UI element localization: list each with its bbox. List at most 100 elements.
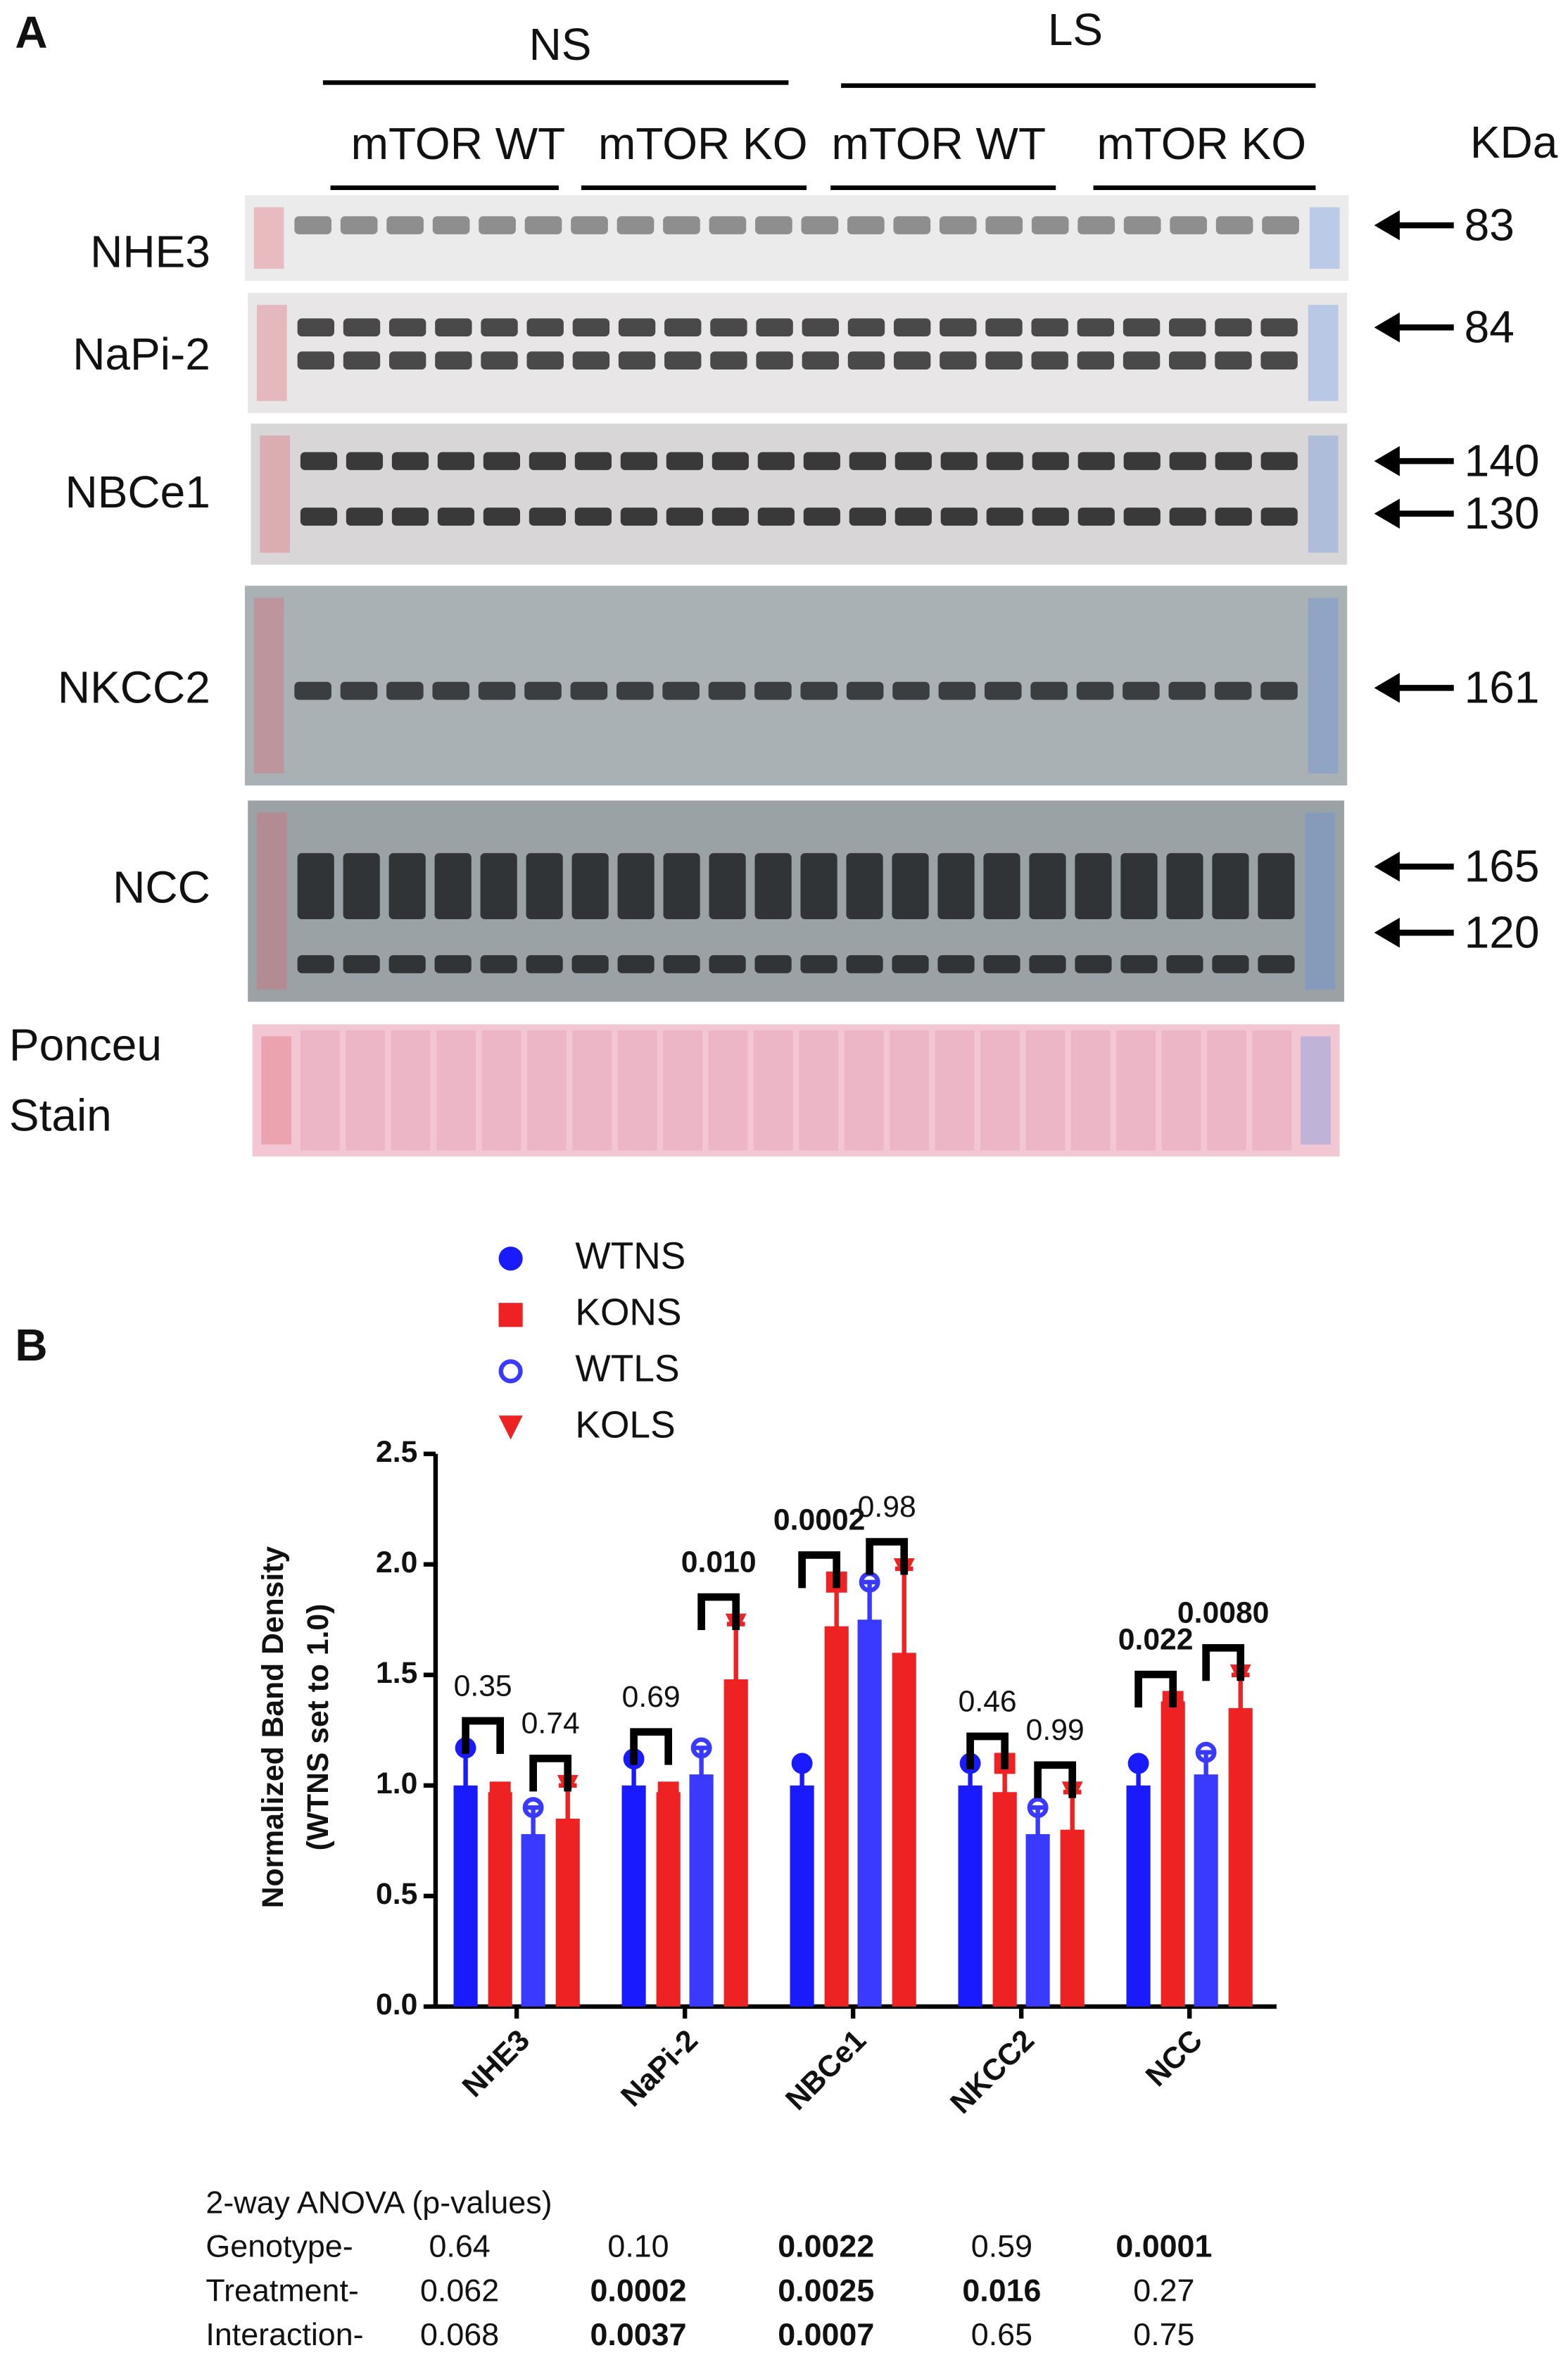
band xyxy=(432,681,470,700)
band xyxy=(1032,452,1069,470)
arrow-head xyxy=(1374,917,1400,948)
band xyxy=(1032,507,1069,526)
band xyxy=(297,318,334,336)
lane xyxy=(617,1030,657,1151)
top-point xyxy=(1195,1741,1217,1763)
band xyxy=(526,955,563,973)
band xyxy=(1123,216,1161,234)
legend-label: KONS xyxy=(575,1292,681,1333)
p-value: 0.98 xyxy=(858,1490,916,1524)
band xyxy=(618,351,656,370)
y-tick-label: 2.0 xyxy=(376,1546,417,1579)
band xyxy=(524,681,562,700)
lane xyxy=(526,1030,567,1151)
band xyxy=(480,853,517,919)
band xyxy=(666,507,703,526)
band xyxy=(893,318,931,336)
p-value: 0.69 xyxy=(622,1680,681,1714)
panel-label: A xyxy=(15,7,47,58)
band xyxy=(574,507,612,526)
p-value: 0.74 xyxy=(521,1707,580,1741)
band xyxy=(1077,351,1115,370)
top-point xyxy=(1127,1753,1149,1774)
band xyxy=(847,318,885,336)
band xyxy=(757,452,795,470)
band xyxy=(712,452,749,470)
band xyxy=(1169,351,1206,370)
band xyxy=(985,351,1023,370)
band xyxy=(480,955,517,973)
treatment-label: LS xyxy=(1048,4,1103,55)
anova-row-label: Treatment- xyxy=(206,2273,358,2308)
lane xyxy=(980,1030,1020,1151)
band xyxy=(663,853,700,919)
panel-label: B xyxy=(15,1320,47,1370)
band xyxy=(1215,216,1253,234)
band xyxy=(294,681,331,700)
band xyxy=(985,318,1023,336)
anova-value: 0.10 xyxy=(607,2228,669,2264)
band xyxy=(800,681,838,700)
band xyxy=(1120,853,1158,919)
band xyxy=(1260,318,1298,336)
bar xyxy=(1228,1707,1253,2007)
group-label: mTOR WT xyxy=(832,118,1047,169)
ladder xyxy=(261,1036,292,1145)
lane xyxy=(844,1030,884,1151)
band xyxy=(940,507,978,526)
band xyxy=(893,216,931,234)
band xyxy=(708,681,746,700)
band xyxy=(846,955,883,973)
band xyxy=(386,681,424,700)
band xyxy=(757,507,795,526)
band xyxy=(574,452,612,470)
band xyxy=(300,452,338,470)
band xyxy=(571,216,608,234)
bar xyxy=(790,1785,814,2007)
band xyxy=(803,507,840,526)
lane xyxy=(890,1030,930,1151)
band xyxy=(1031,216,1069,234)
bar xyxy=(656,1792,681,2007)
bar xyxy=(1126,1785,1151,2007)
band xyxy=(434,853,472,919)
band xyxy=(526,853,563,919)
band xyxy=(1123,452,1161,470)
anova-value: 0.0022 xyxy=(778,2228,874,2264)
bracket xyxy=(966,1732,1009,1769)
band xyxy=(846,853,883,919)
band xyxy=(434,955,472,973)
band xyxy=(800,853,837,919)
p-value: 0.010 xyxy=(681,1545,757,1579)
band xyxy=(1077,507,1115,526)
band xyxy=(1169,507,1206,526)
kda-label: 140 xyxy=(1465,435,1540,486)
band xyxy=(801,216,839,234)
band xyxy=(297,955,334,973)
band xyxy=(343,955,380,973)
band xyxy=(620,452,657,470)
group-label: mTOR WT xyxy=(351,118,566,169)
band xyxy=(1212,955,1249,973)
bracket xyxy=(630,1728,673,1765)
band xyxy=(617,853,655,919)
kda-label: 130 xyxy=(1465,488,1540,538)
bar xyxy=(992,1792,1017,2007)
band xyxy=(847,351,885,370)
y-tick-label: 1.5 xyxy=(376,1656,417,1690)
band xyxy=(1029,853,1066,919)
legend-label: WTNS xyxy=(575,1235,685,1277)
lane xyxy=(436,1030,476,1151)
band xyxy=(1123,318,1161,336)
bar xyxy=(621,1785,646,2007)
band xyxy=(294,216,332,234)
arrow-head xyxy=(1374,446,1400,476)
band xyxy=(618,318,656,336)
top-point xyxy=(522,1797,544,1819)
blot-image xyxy=(244,586,1348,786)
y-tick-label: 0.0 xyxy=(376,1988,417,2021)
band xyxy=(570,681,608,700)
kda-label: 84 xyxy=(1465,301,1515,352)
band xyxy=(662,681,700,700)
